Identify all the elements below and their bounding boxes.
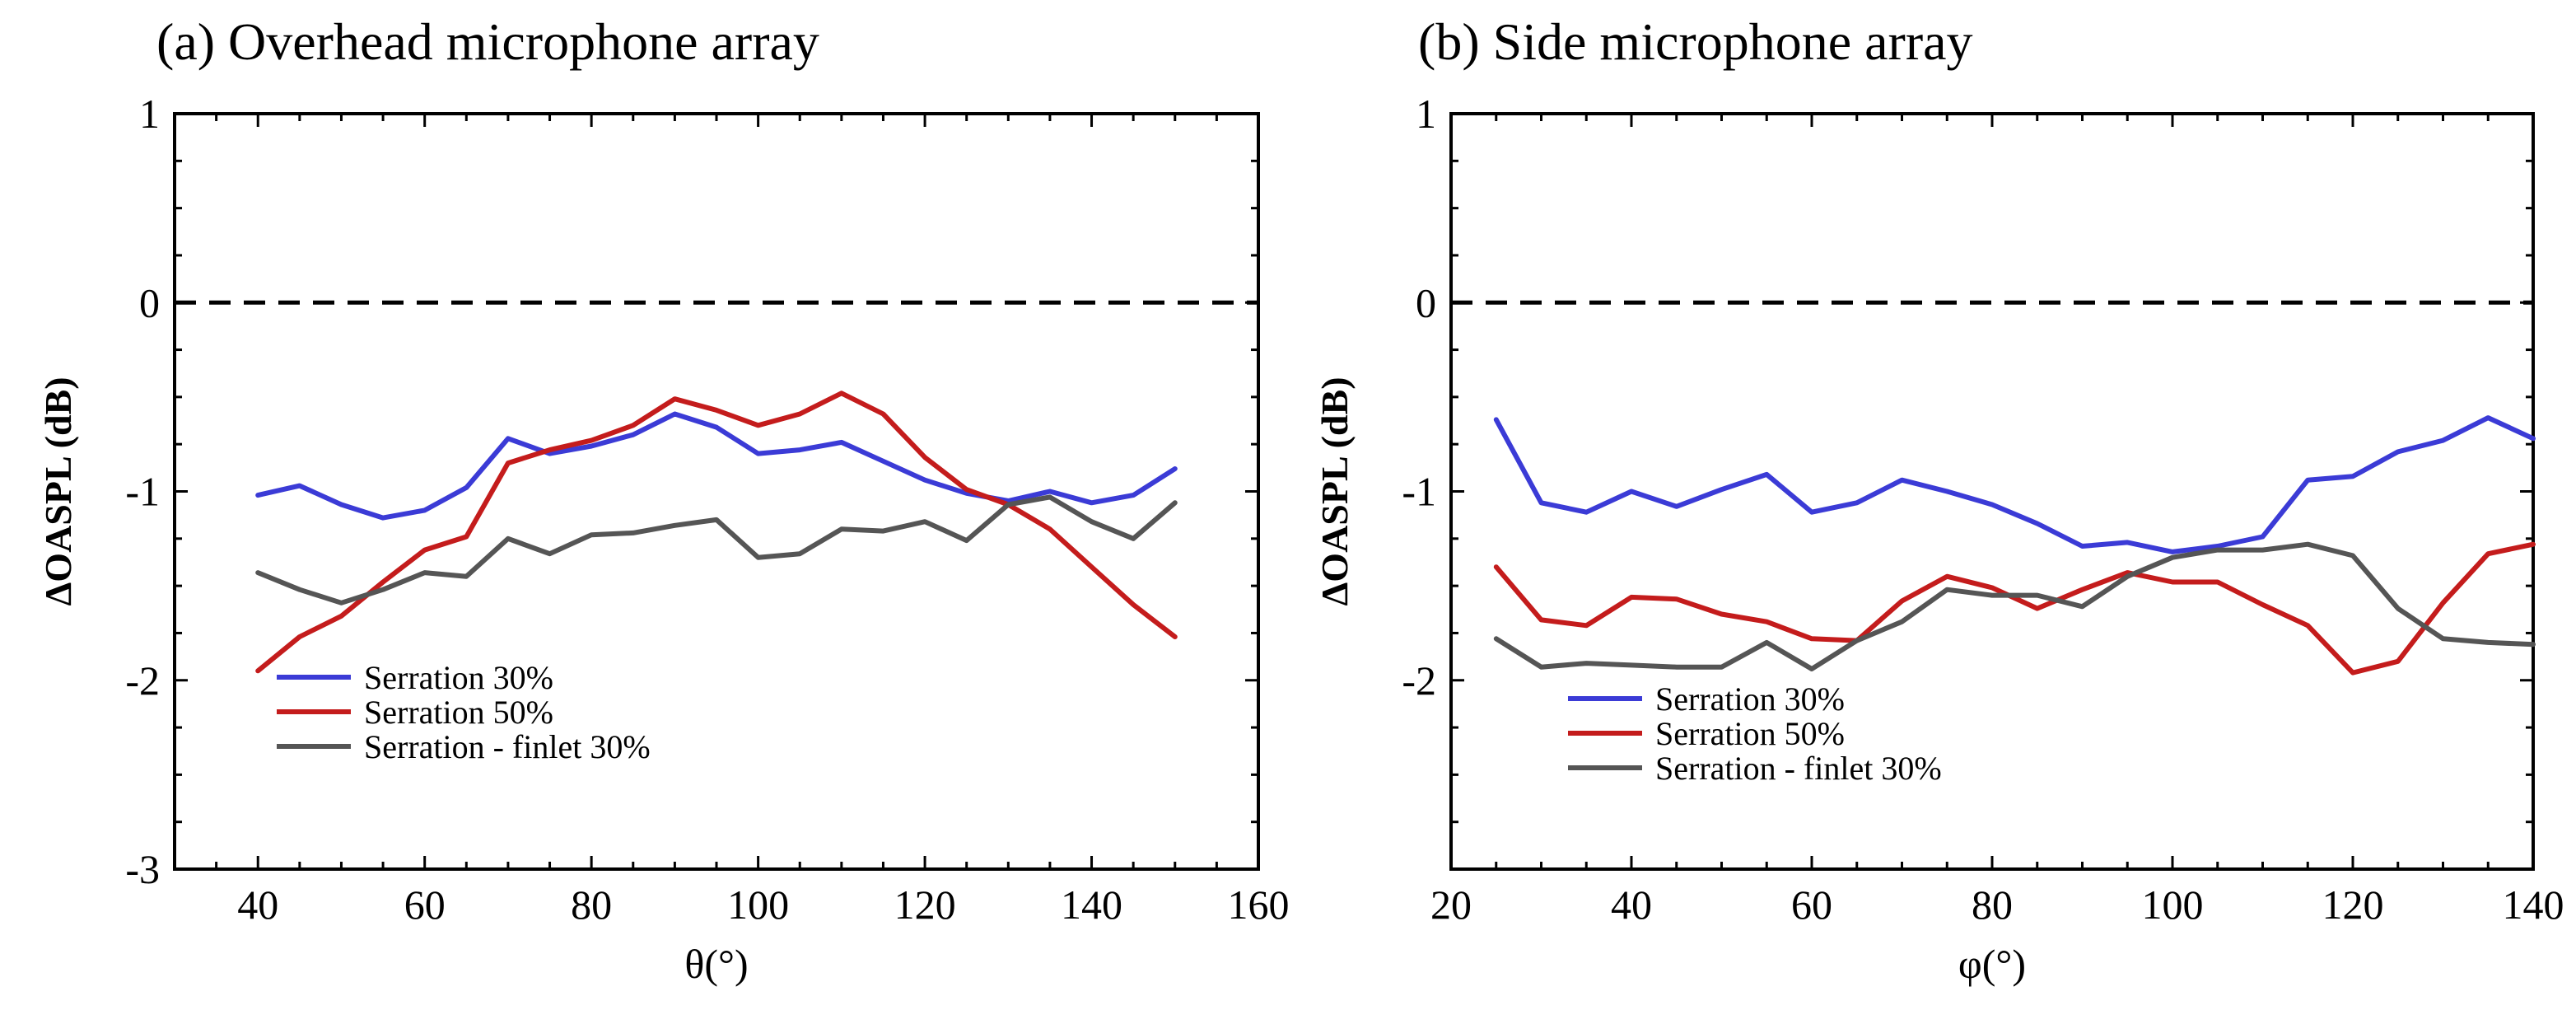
x-tick-label: 140	[1061, 881, 1122, 928]
y-tick-label: 1	[139, 91, 160, 137]
legend-label: Serration - finlet 30%	[1655, 750, 1942, 787]
series-line-1	[255, 390, 1178, 674]
plot-frame	[1449, 112, 2535, 871]
series-line-0	[1493, 415, 2536, 554]
y-tick-label: 0	[139, 279, 160, 325]
x-tick-label: 60	[1791, 881, 1832, 928]
series-line-2	[255, 494, 1178, 606]
y-tick-label: -2	[1402, 657, 1436, 704]
y-tick-label: -1	[125, 469, 160, 515]
legend-label: Serration 30%	[1655, 680, 1845, 718]
x-tick-label: 20	[1430, 881, 1472, 928]
x-tick-label: 60	[404, 881, 446, 928]
chart-title: (a) Overhead microphone array	[156, 12, 819, 71]
x-tick-label: 100	[727, 881, 789, 928]
x-tick-label: 80	[1972, 881, 2013, 928]
y-tick-label: 0	[1416, 279, 1436, 325]
y-tick-label: -2	[125, 657, 160, 704]
x-tick-label: 120	[2322, 881, 2384, 928]
legend-label: Serration - finlet 30%	[364, 728, 651, 765]
x-tick-label: 100	[2142, 881, 2204, 928]
y-axis-label: ΔOASPL (dB)	[1314, 376, 1356, 606]
x-tick-label: 40	[1611, 881, 1652, 928]
x-tick-label: 160	[1228, 881, 1290, 928]
x-axis-label: φ(°)	[1958, 941, 2026, 987]
x-axis-label: θ(°)	[684, 941, 748, 987]
chart-title: (b) Side microphone array	[1418, 12, 1973, 71]
plot-frame	[173, 112, 1260, 871]
y-tick-label: 1	[1416, 91, 1436, 137]
x-tick-label: 140	[2503, 881, 2564, 928]
series-line-2	[1493, 541, 2536, 671]
series-line-1	[1493, 541, 2536, 676]
x-tick-label: 40	[237, 881, 278, 928]
legend-label: Serration 30%	[364, 659, 553, 696]
y-axis-label: ΔOASPL (dB)	[37, 376, 79, 606]
y-tick-label: -3	[125, 846, 160, 892]
x-tick-label: 80	[571, 881, 612, 928]
x-tick-label: 120	[894, 881, 956, 928]
legend-label: Serration 50%	[1655, 715, 1845, 752]
series-line-0	[255, 411, 1178, 521]
y-tick-label: -1	[1402, 469, 1436, 515]
legend-label: Serration 50%	[364, 694, 553, 731]
